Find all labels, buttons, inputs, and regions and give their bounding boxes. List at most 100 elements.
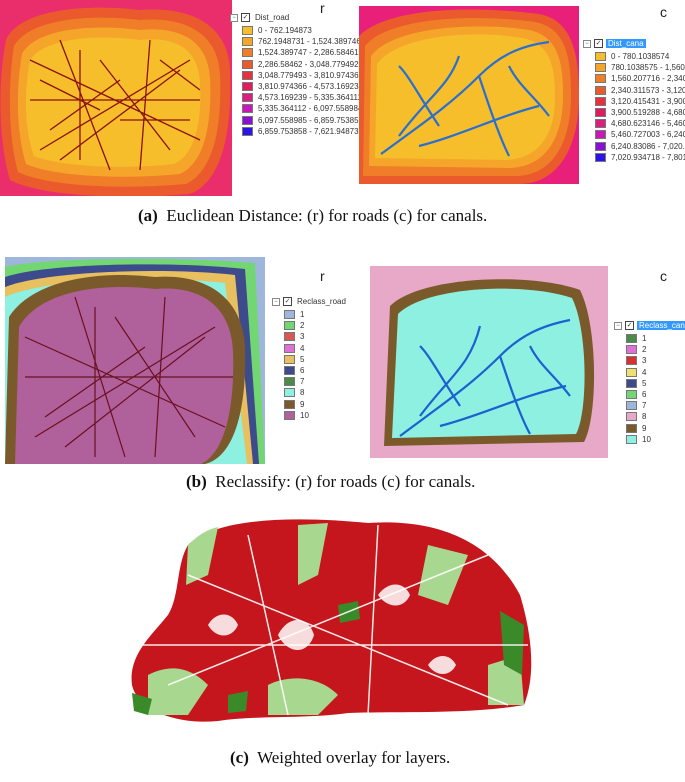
legend-swatch [626,423,637,433]
road-reclass-corner-label: r [320,268,325,284]
layer-visibility-checkbox[interactable]: ✓ [283,297,292,306]
legend-header: − ✓ Reclass_road [272,296,348,307]
legend-header: − ✓ Dist_cana [583,38,685,49]
legend-class-row: 10 [614,434,685,445]
legend-swatch [284,354,295,364]
legend-swatch [242,126,253,136]
legend-class-row: 762.1948731 - 1,524.389746 [230,36,363,47]
legend-class-row: 9 [614,423,685,434]
caption-a: (a) Euclidean Distance: (r) for roads (c… [138,206,487,226]
collapse-toggle-icon[interactable]: − [272,297,280,306]
legend-swatch [242,115,253,125]
legend-class-label: 8 [642,412,647,422]
canal-distance-corner-label: c [660,4,667,20]
legend-swatch [284,366,295,376]
layer-visibility-checkbox[interactable]: ✓ [241,13,250,22]
legend-swatch [284,343,295,353]
layer-name[interactable]: Reclass_canl [637,321,685,330]
layer-visibility-checkbox[interactable]: ✓ [625,321,634,330]
legend-swatch [284,310,295,320]
layer-name[interactable]: Dist_cana [606,39,646,48]
legend-swatch [242,93,253,103]
legend-class-label: 2 [642,345,647,355]
legend-class-label: 8 [300,388,305,398]
legend-class-row: 6 [614,389,685,400]
legend-swatch [595,63,606,73]
caption-c-text: Weighted overlay for layers. [257,748,451,767]
legend-class-row: 5 [614,378,685,389]
legend-class-label: 7 [300,377,305,387]
legend-class-label: 6,859.753858 - 7,621.94873 [258,126,359,136]
legend-class-label: 5 [300,354,305,364]
legend-class-label: 4,573.169239 - 5,335.364111 [258,93,362,103]
legend-class-label: 2 [300,321,305,331]
legend-class-row: 4 [272,343,348,354]
weighted-overlay-map [128,515,536,725]
legend-class-row: 2,340.311573 - 3,120.41543 [583,85,685,96]
legend-swatch [284,377,295,387]
legend-class-row: 3,810.974366 - 4,573.169238 [230,81,363,92]
collapse-toggle-icon[interactable]: − [583,39,591,48]
collapse-toggle-icon[interactable]: − [614,321,622,330]
legend-swatch [626,401,637,411]
legend-swatch [284,388,295,398]
legend-class-row: 1 [272,309,348,320]
legend-swatch [595,119,606,129]
legend-class-row: 1,560.207716 - 2,340.311572 [583,73,685,84]
legend-class-row: 3,900.519288 - 4,680.623145 [583,107,685,118]
layer-name[interactable]: Reclass_road [297,297,346,306]
legend-class-row: 3 [272,331,348,342]
caption-a-text: Euclidean Distance: (r) for roads (c) fo… [166,206,488,225]
legend-swatch [626,345,637,355]
legend-class-row: 8 [272,387,348,398]
legend-class-label: 5,335.364112 - 6,097.558984 [258,104,363,114]
legend-class-label: 3,900.519288 - 4,680.623145 [611,108,685,118]
legend-swatch [242,70,253,80]
legend-class-row: 0 - 762.194873 [230,25,363,36]
legend-class-row: 5,460.727003 - 6,240.830859 [583,129,685,140]
legend-class-label: 4 [300,343,305,353]
legend-class-row: 0 - 780.1038574 [583,51,685,62]
legend-class-label: 1 [300,310,305,320]
legend-class-label: 9 [300,399,305,409]
legend-class-label: 3 [300,332,305,342]
legend-class-row: 3,120.415431 - 3,900.519287 [583,96,685,107]
legend-class-row: 6,097.558985 - 6,859.753857 [230,115,363,126]
caption-b-tag: (b) [186,472,207,491]
road-reclass-map [5,257,265,464]
legend-class-row: 4,573.169239 - 5,335.364111 [230,92,363,103]
legend-swatch [595,141,606,151]
legend-swatch [626,334,637,344]
legend-class-label: 0 - 780.1038574 [611,52,670,62]
legend-class-label: 780.1038575 - 1,560.207715 [611,63,685,73]
legend-class-row: 4 [614,367,685,378]
legend-class-label: 1,560.207716 - 2,340.311572 [611,74,685,84]
legend-class-row: 8 [614,411,685,422]
legend-class-row: 5 [272,354,348,365]
legend-class-row: 7,020.934718 - 7,801.038574 [583,152,685,163]
collapse-toggle-icon[interactable]: − [230,13,238,22]
legend-class-row: 3 [614,355,685,366]
legend-header: − ✓ Dist_road [230,12,363,23]
legend-class-row: 1,524.389747 - 2,286.584619 [230,47,363,58]
legend-class-row: 6,240.83086 - 7,020.934717 [583,141,685,152]
legend-swatch [284,410,295,420]
layer-name[interactable]: Dist_road [255,13,290,22]
legend-class-label: 7,020.934718 - 7,801.038574 [611,152,685,162]
legend-swatch [242,37,253,47]
legend-swatch [242,104,253,114]
caption-c-tag: (c) [230,748,249,767]
legend-swatch [595,85,606,95]
legend-swatch [626,356,637,366]
legend-class-label: 0 - 762.194873 [258,26,312,36]
legend-swatch [595,152,606,162]
layer-visibility-checkbox[interactable]: ✓ [594,39,603,48]
canal-reclass-legend: − ✓ Reclass_canl 1 2 3 4 5 6 7 8 9 10 [614,320,685,445]
legend-header: − ✓ Reclass_canl [614,320,685,331]
legend-class-label: 762.1948731 - 1,524.389746 [258,37,361,47]
legend-class-label: 1,524.389747 - 2,286.584619 [258,48,363,58]
legend-class-label: 10 [642,434,651,444]
legend-swatch [626,390,637,400]
legend-swatch [242,48,253,58]
legend-swatch [626,434,637,444]
